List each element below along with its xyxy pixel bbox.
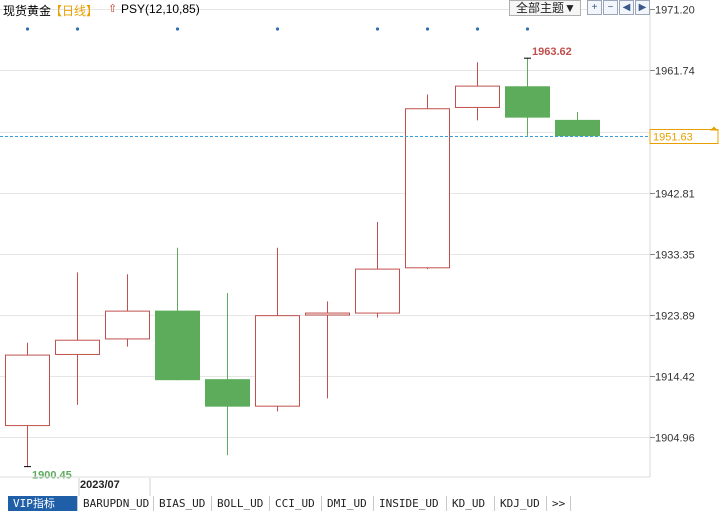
- zoom-in-icon[interactable]: +: [587, 0, 602, 15]
- theme-select-button[interactable]: 全部主题▼: [509, 0, 581, 16]
- up-arrow-icon: ⇧: [108, 3, 118, 15]
- chart-header: 现货黄金 【日线】 ⇧ PSY(12,10,85) 全部主题▼ + − ◀ ▶: [0, 0, 723, 18]
- y-tick-label: 1923.89: [655, 311, 695, 323]
- candles: [5, 57, 600, 468]
- candle[interactable]: [155, 247, 200, 381]
- candle[interactable]: [555, 111, 600, 137]
- move-left-icon[interactable]: ◀: [619, 0, 634, 15]
- indicator-tab[interactable]: KDJ_UD: [495, 496, 547, 511]
- indicator-tab[interactable]: VIP指标: [8, 496, 78, 511]
- event-marker[interactable]: [175, 27, 180, 31]
- current-price-box: [649, 129, 719, 144]
- event-marker[interactable]: [25, 27, 30, 31]
- candle[interactable]: [405, 94, 450, 270]
- candle[interactable]: [55, 272, 100, 405]
- candle-body: [405, 108, 450, 269]
- candle[interactable]: [355, 221, 400, 318]
- indicator-tab[interactable]: BARUPDN_UD: [78, 496, 154, 511]
- y-tick-label: 1914.42: [655, 372, 695, 384]
- candlestick-chart[interactable]: 1971.201961.741952.271942.811933.351923.…: [0, 0, 723, 496]
- candle-body: [255, 315, 300, 407]
- indicator-tab[interactable]: KD_UD: [447, 496, 495, 511]
- event-marker[interactable]: [375, 27, 380, 31]
- y-tick-label: 1942.81: [655, 189, 695, 201]
- y-tick-label: 1971.20: [655, 5, 695, 17]
- current-price-label: 1951.63: [653, 132, 693, 144]
- event-marker[interactable]: [475, 27, 480, 31]
- y-axis: 1971.201961.741952.271942.811933.351923.…: [649, 5, 719, 477]
- event-marker[interactable]: [425, 27, 430, 31]
- candle[interactable]: [5, 342, 50, 467]
- instrument-title: 现货黄金: [3, 4, 52, 18]
- price-up-arrow-icon: [710, 126, 718, 131]
- x-axis-date-label: 2023/07: [80, 479, 120, 491]
- event-marker[interactable]: [275, 27, 280, 31]
- indicator-label[interactable]: PSY(12,10,85): [121, 2, 200, 16]
- low-price-label: 1900.45: [32, 470, 72, 482]
- indicator-tab-bar: VIP指标 BARUPDN_UD BIAS_UD BOLL_UD CCI_UD DMI_U…: [0, 496, 723, 511]
- event-marker[interactable]: [525, 27, 530, 31]
- y-tick-label: 1961.74: [655, 66, 695, 78]
- candle[interactable]: [205, 293, 250, 456]
- candle-body: [505, 86, 550, 118]
- candle[interactable]: [105, 274, 150, 347]
- candle-body: [205, 379, 250, 407]
- high-price-label: 1963.62: [532, 46, 572, 58]
- grid-lines: [0, 9, 650, 438]
- indicator-tab[interactable]: DMI_UD: [322, 496, 374, 511]
- move-right-icon[interactable]: ▶: [635, 0, 650, 15]
- candle-body: [5, 354, 50, 427]
- y-tick-label: 1933.35: [655, 250, 695, 262]
- candle-body: [355, 268, 400, 314]
- candle[interactable]: [305, 301, 350, 399]
- candle-body: [305, 312, 350, 316]
- candle[interactable]: [455, 62, 500, 121]
- candle-body: [555, 119, 600, 137]
- event-marker[interactable]: [75, 27, 80, 31]
- candle-body: [55, 339, 100, 355]
- candle-body: [105, 310, 150, 340]
- candle-body: [155, 310, 200, 381]
- event-markers: [25, 27, 530, 31]
- indicator-tab[interactable]: INSIDE_UD: [374, 496, 447, 511]
- zoom-out-icon[interactable]: −: [603, 0, 618, 15]
- period-label[interactable]: 【日线】: [50, 4, 99, 18]
- y-tick-label: 1904.96: [655, 433, 695, 445]
- indicator-tab[interactable]: CCI_UD: [270, 496, 322, 511]
- candle[interactable]: [255, 247, 300, 412]
- candle-body: [455, 85, 500, 108]
- indicator-tab[interactable]: >>: [547, 496, 571, 511]
- indicator-tab[interactable]: BIAS_UD: [154, 496, 212, 511]
- indicator-tab[interactable]: BOLL_UD: [212, 496, 270, 511]
- candle[interactable]: [505, 58, 550, 136]
